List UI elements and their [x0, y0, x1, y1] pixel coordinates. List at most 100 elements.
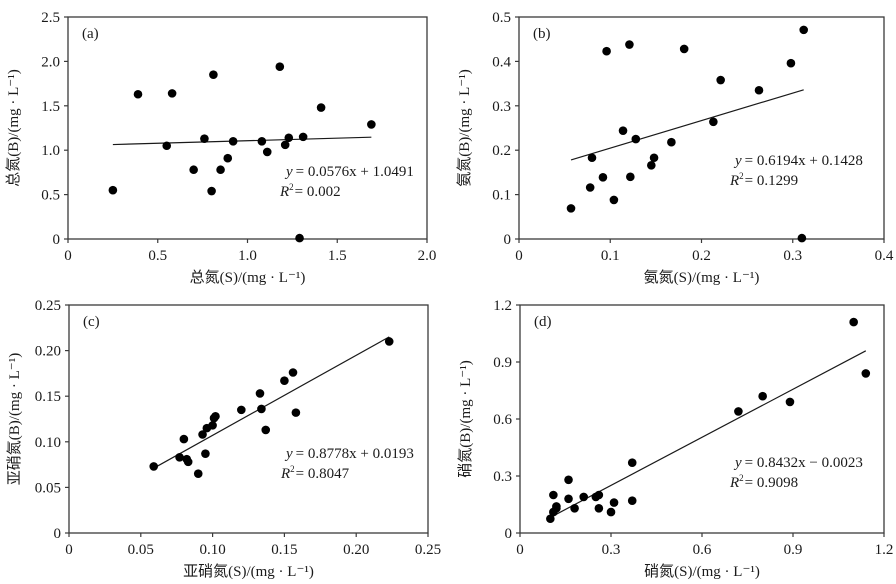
regression-equation: y = 0.0576x + 1.0491: [284, 164, 414, 180]
axis-ticks: 0 0.05 0.10 0.15 0.20 0.25 0 0.05 0.10 0.15 0.20 0.…: [35, 298, 441, 558]
y-tick-label: 0.5: [41, 188, 60, 204]
equation-body: = 0.0576x + 1.0491: [296, 164, 414, 180]
data-point: [193, 469, 203, 479]
data-point: [237, 405, 246, 415]
equation-y-var: y: [733, 153, 742, 169]
r-squared: R2= 0.8047: [280, 464, 350, 482]
panel-c: 0 0.05 0.10 0.15 0.20 0.25 0 0.05 0.10 0.15 0.20 0.…: [6, 298, 441, 580]
data-point: [201, 449, 210, 458]
r2-value: = 0.9098: [745, 475, 798, 491]
y-tick-label: 0.10: [35, 435, 61, 451]
x-axis-title: 氨氮(S)/(mg · L⁻¹): [644, 269, 760, 286]
data-point: [208, 421, 217, 430]
y-tick-label: 1.5: [41, 99, 60, 115]
data-point: [198, 430, 207, 439]
data-points: [566, 25, 808, 243]
data-point: [209, 70, 218, 80]
data-point: [211, 411, 220, 421]
data-point: [609, 195, 619, 205]
data-point: [162, 141, 172, 151]
data-point: [179, 434, 189, 444]
data-point: [734, 407, 743, 416]
x-tick-label: 0.1: [601, 248, 620, 264]
data-point: [758, 391, 767, 401]
x-tick-label: 0.3: [783, 248, 802, 264]
data-point: [627, 458, 637, 468]
x-tick-label: 0: [65, 542, 73, 558]
regression-equation: y = 0.8778x + 0.0193: [284, 446, 414, 462]
x-tick-label: 0.10: [199, 542, 225, 558]
x-tick-label: 0: [64, 248, 72, 264]
regression-equation: y = 0.8432x − 0.0023: [733, 455, 863, 471]
data-point: [564, 494, 573, 504]
y-axis-title: 氨氮(B)/(mg · L⁻¹): [456, 69, 473, 186]
panel-label: (b): [533, 26, 551, 42]
data-point: [626, 172, 635, 182]
data-point: [275, 62, 285, 72]
regression-equation: y = 0.6194x + 0.1428: [733, 153, 863, 169]
data-point: [566, 204, 576, 213]
x-tick-label: 2.0: [418, 248, 437, 264]
data-point: [384, 337, 394, 346]
y-tick-label: 0: [53, 232, 61, 248]
data-point: [594, 490, 604, 500]
x-axis-title: 硝氮(S)/(mg · L⁻¹): [644, 563, 760, 580]
data-point: [183, 457, 193, 467]
data-point: [754, 85, 764, 95]
y-tick-label: 0.2: [492, 143, 511, 159]
data-point: [594, 504, 604, 513]
x-tick-label: 0.20: [343, 542, 369, 558]
data-point: [295, 233, 304, 243]
panel-label: (d): [534, 314, 552, 330]
axis-ticks: 0 0.1 0.2 0.3 0.4 0 0.1 0.2 0.3 0.4 0.5: [492, 10, 894, 264]
y-tick-label: 1.0: [41, 143, 60, 159]
data-point: [587, 153, 597, 163]
y-tick-label: 0.20: [35, 344, 61, 360]
y-tick-label: 0.05: [35, 480, 61, 496]
data-point: [280, 140, 290, 150]
data-point: [679, 44, 689, 54]
trendline: [570, 89, 804, 161]
data-point: [291, 408, 301, 417]
data-point: [288, 368, 298, 377]
x-tick-label: 0.15: [271, 542, 297, 558]
y-tick-label: 0: [504, 232, 512, 248]
data-point: [647, 160, 656, 170]
y-tick-label: 2.5: [41, 10, 60, 26]
panel-b: 0 0.1 0.2 0.3 0.4 0 0.1 0.2 0.3 0.4 0.5 (b) y = 0.6…: [456, 10, 894, 286]
y-tick-label: 0.4: [492, 54, 511, 70]
data-point: [649, 153, 659, 163]
data-point: [200, 134, 209, 143]
y-tick-label: 0.6: [493, 412, 512, 428]
y-tick-label: 2.0: [41, 54, 60, 70]
r-squared: R2= 0.9098: [729, 473, 798, 491]
r2-value: = 0.8047: [296, 466, 350, 482]
data-point: [298, 132, 308, 142]
data-point: [627, 496, 637, 506]
data-point: [207, 186, 216, 196]
r2-symbol: R: [729, 173, 739, 189]
data-point: [786, 58, 796, 68]
data-point: [257, 404, 266, 414]
data-point: [316, 103, 326, 112]
x-tick-label: 1.2: [875, 542, 894, 558]
r2-value: = 0.002: [295, 184, 341, 200]
data-point: [861, 369, 871, 378]
y-axis-title: 硝氮(B)/(mg · L⁻¹): [457, 360, 474, 477]
plot-frame: [519, 304, 885, 534]
x-tick-label: 0.5: [148, 248, 167, 264]
x-tick-label: 1.5: [328, 248, 347, 264]
x-tick-label: 0.4: [875, 248, 894, 264]
data-point: [549, 490, 558, 500]
data-point: [799, 25, 808, 35]
y-tick-label: 0.3: [492, 99, 511, 115]
data-point: [261, 425, 271, 435]
data-point: [618, 126, 628, 135]
data-point: [189, 165, 198, 175]
data-point: [667, 137, 676, 147]
data-point: [133, 89, 143, 99]
r2-superscript: 2: [739, 473, 744, 483]
data-point: [606, 507, 616, 517]
data-point: [257, 137, 267, 146]
